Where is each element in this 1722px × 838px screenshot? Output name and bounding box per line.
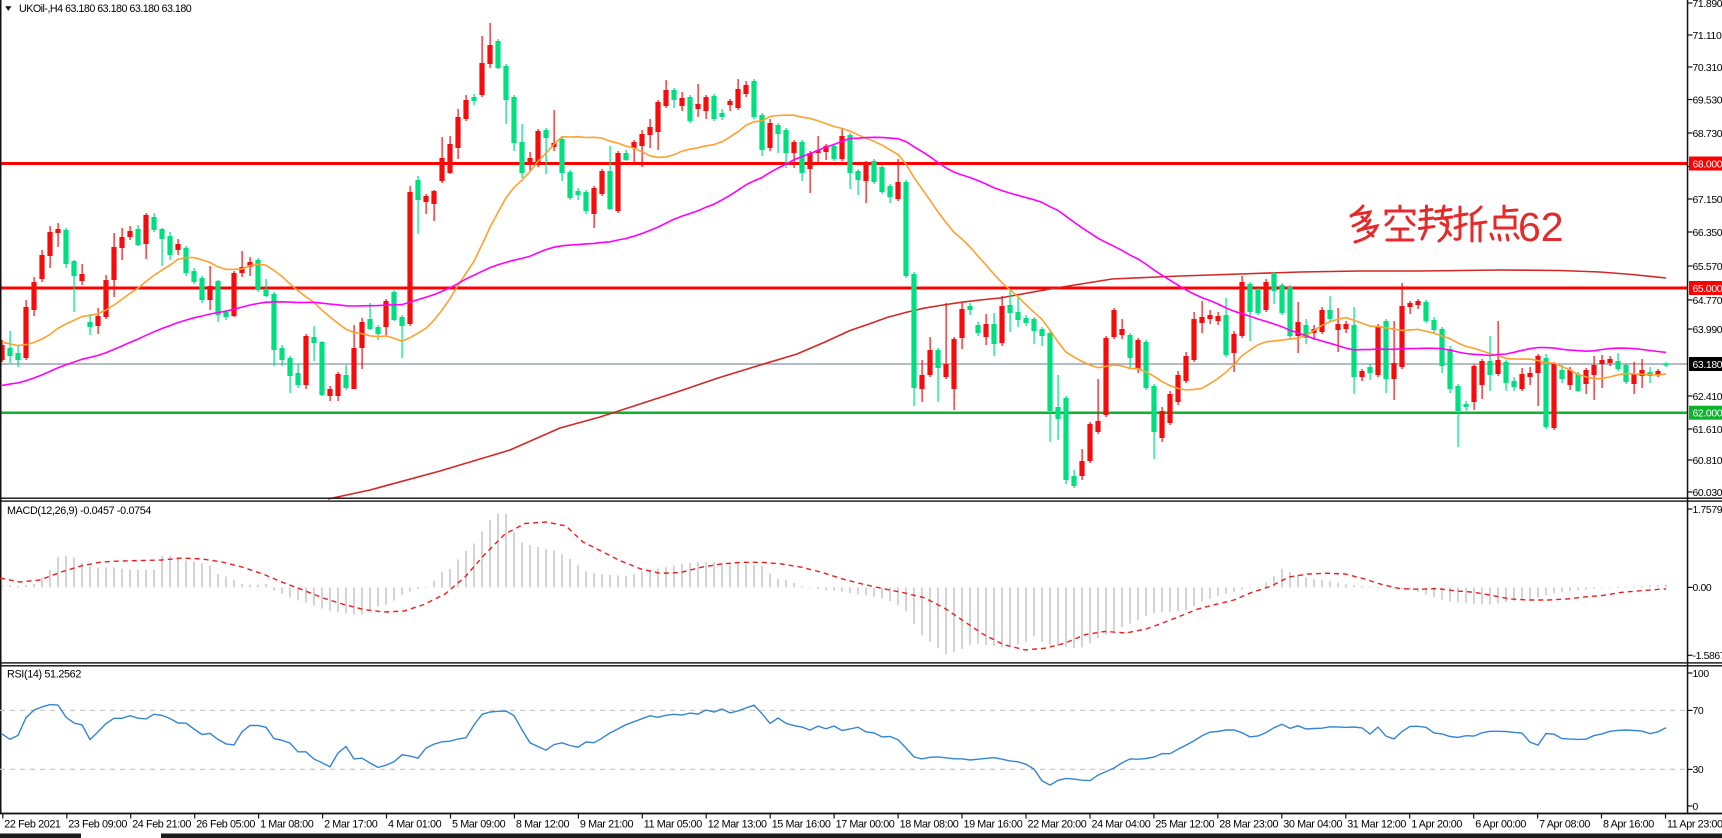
svg-text:69.530: 69.530 (1693, 95, 1722, 106)
svg-text:22 Feb 2021: 22 Feb 2021 (4, 819, 61, 831)
svg-text:11 Apr 23:00: 11 Apr 23:00 (1667, 819, 1722, 831)
svg-text:60.810: 60.810 (1693, 456, 1722, 467)
svg-text:0.00: 0.00 (1693, 583, 1712, 594)
svg-text:67.150: 67.150 (1693, 195, 1722, 206)
svg-text:30 Mar 04:00: 30 Mar 04:00 (1283, 819, 1342, 831)
svg-text:62.000: 62.000 (1693, 409, 1722, 420)
svg-text:1 Apr 20:00: 1 Apr 20:00 (1411, 819, 1462, 831)
svg-text:-1.5867: -1.5867 (1693, 651, 1722, 662)
svg-text:5 Mar 09:00: 5 Mar 09:00 (452, 819, 506, 831)
svg-text:62: 62 (1518, 204, 1564, 250)
svg-text:7 Apr 08:00: 7 Apr 08:00 (1539, 819, 1590, 831)
svg-text:70: 70 (1693, 706, 1704, 717)
svg-text:UKOil-,H4 63.180 63.180 63.18: UKOil-,H4 63.180 63.180 63.180 63.180 (19, 3, 192, 15)
svg-text:71.890: 71.890 (1693, 0, 1722, 10)
svg-text:71.110: 71.110 (1693, 31, 1722, 42)
svg-text:1 Mar 08:00: 1 Mar 08:00 (260, 819, 314, 831)
svg-text:60.030: 60.030 (1693, 488, 1722, 499)
svg-text:22 Mar 20:00: 22 Mar 20:00 (1028, 819, 1087, 831)
svg-text:6 Apr 00:00: 6 Apr 00:00 (1475, 819, 1526, 831)
svg-text:68.730: 68.730 (1693, 129, 1722, 140)
svg-text:70.310: 70.310 (1693, 63, 1722, 74)
svg-text:31 Mar 12:00: 31 Mar 12:00 (1347, 819, 1406, 831)
svg-text:12 Mar 13:00: 12 Mar 13:00 (708, 819, 767, 831)
svg-text:4 Mar 01:00: 4 Mar 01:00 (388, 819, 442, 831)
svg-text:68.000: 68.000 (1693, 160, 1722, 171)
svg-text:26 Feb 05:00: 26 Feb 05:00 (196, 819, 255, 831)
svg-text:8 Apr 16:00: 8 Apr 16:00 (1603, 819, 1654, 831)
svg-text:9 Mar 21:00: 9 Mar 21:00 (580, 819, 634, 831)
svg-text:65.570: 65.570 (1693, 262, 1722, 273)
svg-text:62.410: 62.410 (1693, 392, 1722, 403)
svg-text:2 Mar 17:00: 2 Mar 17:00 (324, 819, 378, 831)
svg-text:24 Feb 21:00: 24 Feb 21:00 (132, 819, 191, 831)
svg-text:MACD(12,26,9) -0.0457 -0.0754: MACD(12,26,9) -0.0457 -0.0754 (7, 505, 151, 517)
svg-text:64.770: 64.770 (1693, 296, 1722, 307)
svg-text:66.350: 66.350 (1693, 228, 1722, 239)
svg-text:19 Mar 16:00: 19 Mar 16:00 (964, 819, 1023, 831)
svg-text:30: 30 (1693, 765, 1704, 776)
svg-text:63.180: 63.180 (1693, 360, 1722, 371)
svg-text:28 Mar 23:00: 28 Mar 23:00 (1219, 819, 1278, 831)
svg-text:RSI(14) 51.2562: RSI(14) 51.2562 (7, 669, 81, 681)
svg-text:17 Mar 00:00: 17 Mar 00:00 (836, 819, 895, 831)
svg-text:25 Mar 12:00: 25 Mar 12:00 (1155, 819, 1214, 831)
svg-text:15 Mar 16:00: 15 Mar 16:00 (772, 819, 831, 831)
svg-text:8 Mar 12:00: 8 Mar 12:00 (516, 819, 570, 831)
svg-text:0: 0 (1693, 802, 1699, 813)
svg-text:1.7579: 1.7579 (1693, 505, 1722, 516)
svg-text:65.000: 65.000 (1693, 284, 1722, 295)
svg-text:63.990: 63.990 (1693, 325, 1722, 336)
svg-text:24 Mar 04:00: 24 Mar 04:00 (1092, 819, 1151, 831)
svg-text:23 Feb 09:00: 23 Feb 09:00 (68, 819, 127, 831)
svg-text:61.610: 61.610 (1693, 425, 1722, 436)
svg-text:11 Mar 05:00: 11 Mar 05:00 (644, 819, 702, 831)
svg-text:18 Mar 08:00: 18 Mar 08:00 (900, 819, 959, 831)
svg-text:100: 100 (1693, 669, 1710, 680)
